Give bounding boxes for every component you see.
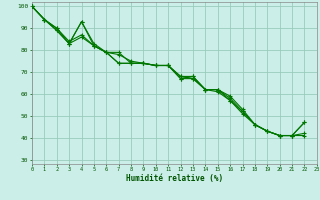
X-axis label: Humidité relative (%): Humidité relative (%) — [126, 174, 223, 183]
